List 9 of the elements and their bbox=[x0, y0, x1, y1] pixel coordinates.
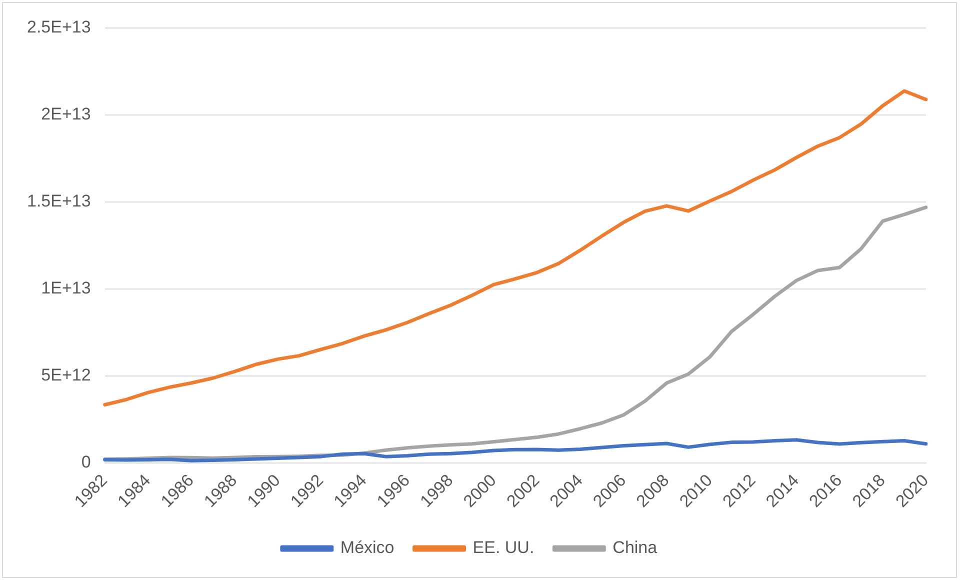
y-tick-label: 2.5E+13 bbox=[26, 18, 91, 37]
legend-label: México bbox=[340, 538, 394, 558]
y-tick-label: 5E+12 bbox=[41, 366, 91, 385]
y-tick-label: 2E+13 bbox=[41, 104, 91, 124]
y-tick-label: 1E+13 bbox=[41, 278, 91, 298]
legend-label: EE. UU. bbox=[472, 538, 534, 558]
y-tick-label: 0 bbox=[81, 452, 91, 472]
legend-label: China bbox=[612, 538, 658, 558]
y-tick-label: 1.5E+13 bbox=[26, 192, 91, 211]
